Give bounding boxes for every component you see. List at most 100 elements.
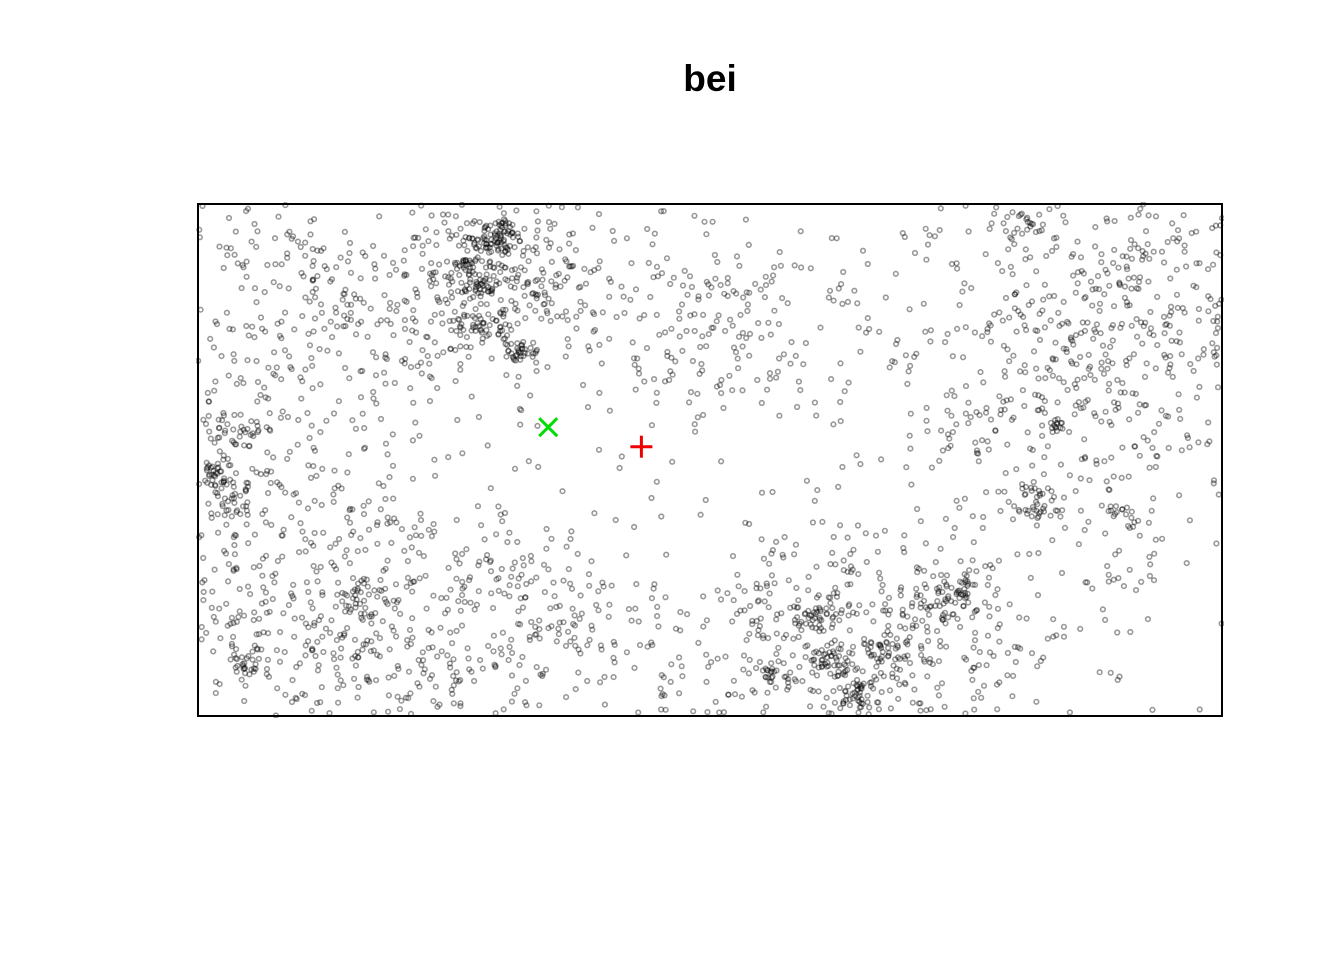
data-point bbox=[1210, 349, 1217, 356]
data-point bbox=[493, 317, 500, 324]
data-point bbox=[824, 659, 831, 667]
data-point bbox=[1046, 293, 1053, 300]
data-point bbox=[577, 298, 584, 305]
data-point bbox=[542, 666, 550, 673]
data-point bbox=[200, 588, 207, 596]
data-point bbox=[538, 283, 545, 290]
data-point bbox=[484, 551, 491, 559]
data-point bbox=[271, 235, 279, 242]
data-point bbox=[700, 593, 707, 600]
data-point bbox=[486, 259, 493, 266]
data-point bbox=[409, 327, 416, 334]
data-point bbox=[613, 313, 620, 321]
data-point bbox=[760, 555, 768, 562]
data-point bbox=[307, 474, 315, 482]
data-point bbox=[855, 697, 862, 704]
data-point bbox=[533, 359, 540, 366]
data-point bbox=[1102, 530, 1109, 537]
data-point bbox=[778, 610, 785, 617]
data-point bbox=[370, 709, 377, 716]
data-point bbox=[501, 335, 509, 342]
data-point bbox=[661, 378, 669, 385]
data-point bbox=[1081, 436, 1088, 443]
data-point bbox=[837, 281, 845, 288]
data-point bbox=[270, 370, 277, 377]
data-point bbox=[262, 328, 269, 335]
data-point bbox=[599, 579, 606, 586]
data-point bbox=[350, 528, 357, 535]
data-point bbox=[840, 268, 847, 276]
data-point bbox=[1011, 241, 1018, 248]
data-point bbox=[337, 631, 344, 639]
data-point bbox=[471, 218, 478, 225]
data-point bbox=[466, 666, 473, 673]
data-point bbox=[286, 448, 293, 455]
data-point bbox=[430, 520, 437, 528]
data-point bbox=[518, 341, 526, 349]
data-point bbox=[1106, 418, 1113, 425]
data-point bbox=[1178, 351, 1185, 358]
data-point bbox=[212, 469, 219, 477]
data-point bbox=[245, 652, 252, 660]
data-point bbox=[850, 609, 857, 616]
data-point bbox=[605, 613, 612, 620]
data-point bbox=[1037, 657, 1044, 665]
data-point bbox=[678, 663, 685, 670]
data-point bbox=[515, 575, 522, 582]
data-point bbox=[834, 662, 842, 669]
data-point bbox=[982, 563, 989, 570]
data-point bbox=[402, 694, 410, 701]
data-point bbox=[1166, 322, 1173, 329]
data-point bbox=[512, 357, 519, 364]
data-point bbox=[407, 364, 415, 371]
data-point bbox=[453, 575, 460, 582]
data-point bbox=[596, 258, 603, 265]
data-point bbox=[230, 619, 237, 627]
data-point bbox=[909, 622, 916, 629]
data-point bbox=[504, 277, 511, 284]
data-point bbox=[860, 635, 868, 643]
data-point bbox=[225, 578, 232, 585]
data-point bbox=[313, 472, 320, 480]
data-point bbox=[233, 508, 240, 516]
data-point bbox=[291, 633, 298, 640]
data-point bbox=[961, 594, 969, 602]
data-point bbox=[520, 284, 527, 291]
data-point bbox=[450, 656, 457, 663]
data-point bbox=[305, 330, 312, 338]
data-point bbox=[348, 301, 355, 308]
data-point bbox=[825, 294, 833, 301]
data-point bbox=[231, 651, 238, 658]
data-point bbox=[868, 679, 875, 686]
data-point bbox=[495, 330, 502, 338]
data-point bbox=[447, 629, 454, 636]
data-point bbox=[657, 208, 665, 215]
data-point bbox=[240, 665, 247, 672]
data-point bbox=[508, 350, 515, 357]
data-point bbox=[1142, 319, 1149, 326]
data-point bbox=[384, 451, 391, 458]
data-point bbox=[401, 325, 409, 333]
data-point bbox=[244, 499, 251, 506]
data-point bbox=[1084, 319, 1091, 326]
data-point bbox=[565, 240, 573, 247]
data-point bbox=[548, 535, 555, 542]
data-point bbox=[885, 652, 892, 659]
data-point bbox=[1137, 319, 1145, 326]
data-point bbox=[1104, 365, 1111, 372]
data-point bbox=[254, 428, 261, 436]
data-point bbox=[740, 294, 747, 301]
data-point bbox=[393, 307, 400, 315]
data-point bbox=[472, 323, 479, 330]
data-point bbox=[448, 686, 455, 693]
data-point bbox=[1063, 346, 1070, 353]
data-point bbox=[971, 637, 979, 644]
data-point bbox=[485, 642, 492, 650]
data-point bbox=[1149, 706, 1156, 714]
data-point bbox=[835, 672, 842, 679]
data-point bbox=[318, 309, 326, 316]
data-point bbox=[372, 372, 380, 379]
data-point bbox=[295, 416, 302, 424]
data-point bbox=[341, 553, 349, 560]
data-point bbox=[577, 592, 584, 599]
